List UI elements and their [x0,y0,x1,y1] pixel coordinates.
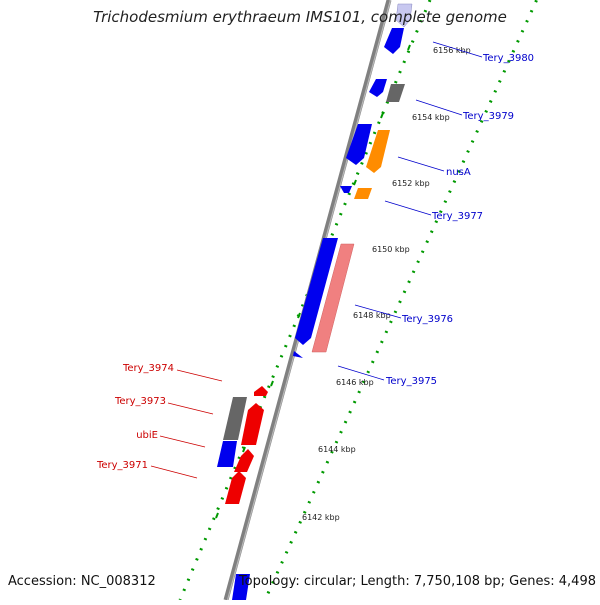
gene-tery-3976-pink [311,243,355,353]
gene-tery-3973-grey [223,397,247,440]
gene-tery-3975 [293,351,303,358]
gene-ubie-blue [217,441,237,467]
scale-tick-label: 6152 kbp [392,179,430,188]
gene-bottom-forward [232,574,250,600]
gene-tery-3971 [225,471,246,504]
gene-tery-3974 [254,386,268,396]
gene-label-tery-3973: Tery_3973 [114,396,166,407]
scale-tick-label: 6146 kbp [336,378,374,387]
accession-label: Accession: NC_008312 [8,574,156,589]
gene-tery-3979-blue [369,79,387,97]
gene-tery-3973 [241,403,264,445]
scale-tick-label: 6144 kbp [318,445,356,454]
gene-ubie [234,449,254,472]
reverse-gene-labels: Tery_3974 Tery_3973 ubiE Tery_3971 [96,363,174,471]
forward-gene-labels: Tery_3980 Tery_3979 nusA Tery_3977 Tery_… [385,53,534,387]
gene-tery-3977-blue [340,186,352,193]
gene-label-tery-3971: Tery_3971 [96,460,148,471]
gene-label-tery-3975: Tery_3975 [385,376,437,387]
gene-tery-3980 [384,28,404,54]
genome-title: Trichodesmium erythraeum IMS101, complet… [93,8,507,26]
gene-label-tery-3977: Tery_3977 [431,211,483,222]
scale-tick-label: 6150 kbp [372,245,410,254]
gene-tery-3976 [295,238,338,345]
scale-tick-label: 6142 kbp [302,513,340,522]
reverse-strand-genes [217,386,268,504]
scale-tick-label: 6154 kbp [412,113,450,122]
gene-tery-3977 [354,188,372,199]
scale-tick-label: 6148 kbp [353,311,391,320]
gene-label-tery-3974: Tery_3974 [122,363,174,374]
gene-nusa-blue [346,124,372,165]
gene-label-tery-3976: Tery_3976 [401,314,453,325]
scale-tick-label: 6156 kbp [433,46,471,55]
forward-label-leaders [337,41,483,381]
forward-strand-genes [232,3,413,600]
gene-label-nusa: nusA [446,167,471,178]
gene-tery-3980-lavender [395,3,413,28]
topology-label: Topology: circular; Length: 7,750,108 bp… [238,574,596,589]
gene-label-tery-3980: Tery_3980 [482,53,534,64]
gene-label-tery-3979: Tery_3979 [462,111,514,122]
gene-tery-3979-grey [386,84,405,102]
reverse-label-leaders [150,369,223,479]
gene-label-ubie: ubiE [136,430,158,441]
gene-nusa [366,130,390,173]
scale-tick-labels: 6156 kbp 6154 kbp 6152 kbp 6150 kbp 6148… [302,46,471,522]
